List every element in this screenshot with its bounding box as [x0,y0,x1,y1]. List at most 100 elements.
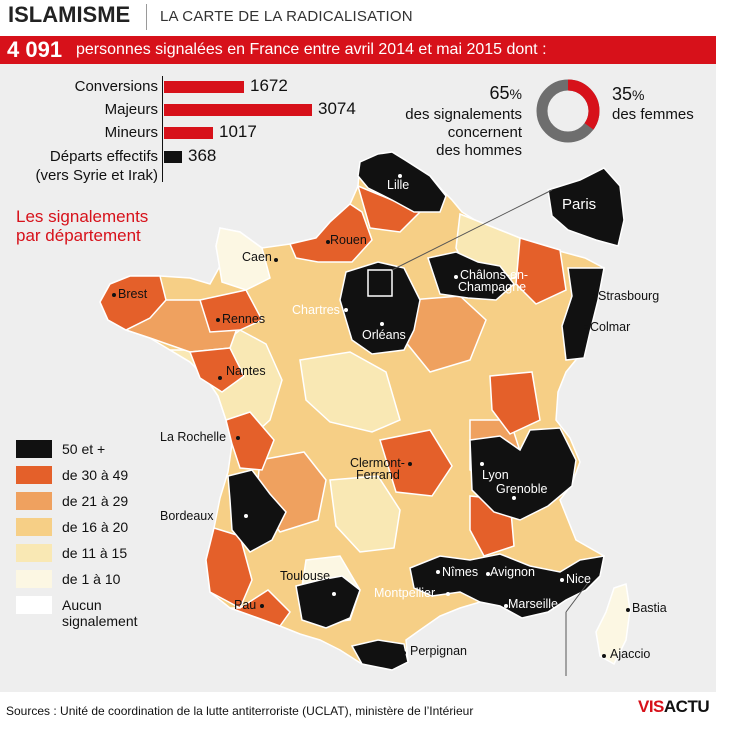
city-marseille: Marseille [508,597,559,611]
city-lille: Lille [387,178,410,192]
city-dot [626,608,630,612]
city-strasbourg: Strasbourg [598,289,660,303]
stat-bar-conversions [164,81,244,93]
city-clermont-1: Clermont- [350,456,405,470]
region-black-bordeaux [227,469,287,553]
city-dot [260,604,264,608]
logo-part-red: VIS [638,697,664,716]
city-dot [112,293,116,297]
legend-swatch [16,544,52,562]
legend-swatch [16,570,52,588]
stat-bar-departs [164,151,182,163]
legend-label: de 11 à 15 [62,545,128,561]
legend-title: Les signalements par département [16,207,148,245]
city-rouen: Rouen [330,233,367,247]
region-black-chartres [339,261,421,355]
city-dot [592,294,596,298]
city-clermont-2: Ferrand [356,468,400,482]
legend-swatch [16,466,52,484]
legend-label-sub: signalement [62,613,138,629]
city-rennes: Rennes [222,312,266,326]
stat-axis [162,76,163,182]
city-dot [326,240,330,244]
paris-inset-marker [367,269,393,297]
city-colmar: Colmar [590,320,631,334]
city-dot [218,376,222,380]
legend-label: Aucun [62,597,102,613]
city-dot [402,651,406,655]
city-paris: Paris [562,196,597,213]
women-percent: 35% [612,84,644,105]
city-dot [486,572,490,576]
region-black-perpignan [350,639,409,671]
city-nimes: Nîmes [442,565,479,579]
city-dot [512,496,516,500]
region-orange-clermont [379,429,453,497]
region-light-north [215,227,271,291]
city-dot [408,462,412,466]
region-black-lille [357,151,447,213]
region-orange-lorraine [489,371,541,435]
men-percent: 65% [382,84,522,104]
city-nantes: Nantes [226,364,266,378]
region-black-south [409,553,605,619]
headline-banner [0,36,716,64]
city-montpellier: Montpellier [374,586,436,600]
legend-label: de 1 à 10 [62,571,121,587]
city-caen: Caen [242,250,272,264]
legend-label: de 21 à 29 [62,493,129,509]
city-dot [216,318,220,322]
region-light-center [299,351,401,433]
legend-title-line2: par département [16,226,141,245]
city-chartres: Chartres [292,303,340,317]
men-percent-value: 65 [489,83,510,103]
region-black-toulouse [295,575,361,629]
region-orange-larochelle [225,411,275,471]
page-subtitle: LA CARTE DE LA RADICALISATION [160,8,413,25]
legend-title-line1: Les signalements [16,207,149,226]
city-dot [446,592,450,596]
region-orange-east [515,237,567,305]
city-avignon: Avignon [490,565,535,579]
corsica-frame-d [565,579,591,613]
legend-label: 50 et + [62,441,106,457]
city-dot [436,570,440,574]
stat-label-majeurs: Majeurs [104,101,158,118]
city-chalons-2: Champagne [458,280,527,294]
women-percent-sign: % [632,87,645,103]
city-bordeaux: Bordeaux [160,509,214,523]
city-dot [480,462,484,466]
footer [0,692,734,732]
city-bastia: Bastia [632,601,667,615]
women-percent-value: 35 [612,84,633,104]
city-lyon: Lyon [482,468,509,482]
city-orleans: Orléans [362,328,406,342]
men-text-3: des hommes [436,142,522,159]
city-dot [344,308,348,312]
stat-label-conversions: Conversions [74,78,158,95]
headline-text: personnes signalées en France entre avri… [76,41,547,58]
city-dot [560,578,564,582]
legend-swatch [16,518,52,536]
stat-value-departs: 368 [188,146,217,165]
region-black-paris [547,167,625,247]
gender-donut [536,79,600,143]
legend-swatch [16,440,52,458]
header [0,0,734,34]
visactu-logo: VISACTU [638,697,710,717]
stat-value-majeurs: 3074 [318,99,356,118]
men-text-2: concernent [447,124,522,141]
city-perpignan: Perpignan [410,644,467,658]
city-nice: Nice [566,572,592,586]
legend-label: de 16 à 20 [62,519,129,535]
region-orange-normandy [288,203,373,263]
region-black-lyon [469,427,577,521]
city-dot [398,174,402,178]
legend-swatch [16,596,52,614]
city-dot [504,604,508,608]
city-larochelle: La Rochelle [160,430,227,444]
stat-value-mineurs: 1017 [219,122,257,141]
men-text-1: des signalements [405,106,522,123]
brand-title: ISLAMISME [8,2,131,27]
legend-label: de 30 à 49 [62,467,129,483]
